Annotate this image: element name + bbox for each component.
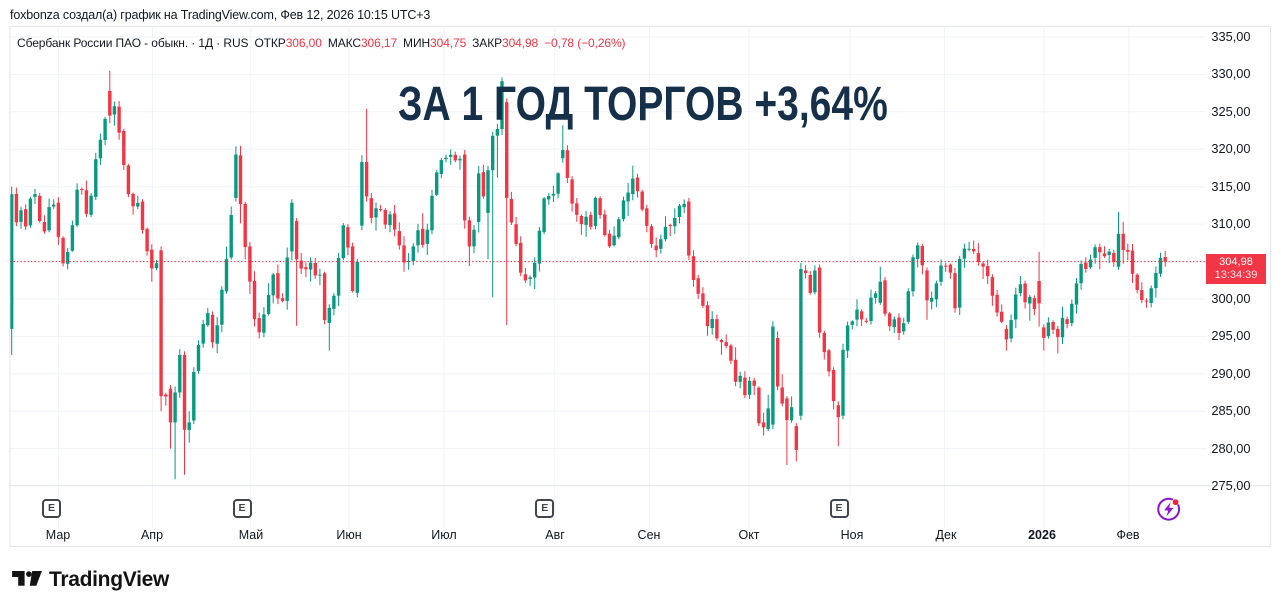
svg-text:TradingView: TradingView <box>49 570 170 591</box>
